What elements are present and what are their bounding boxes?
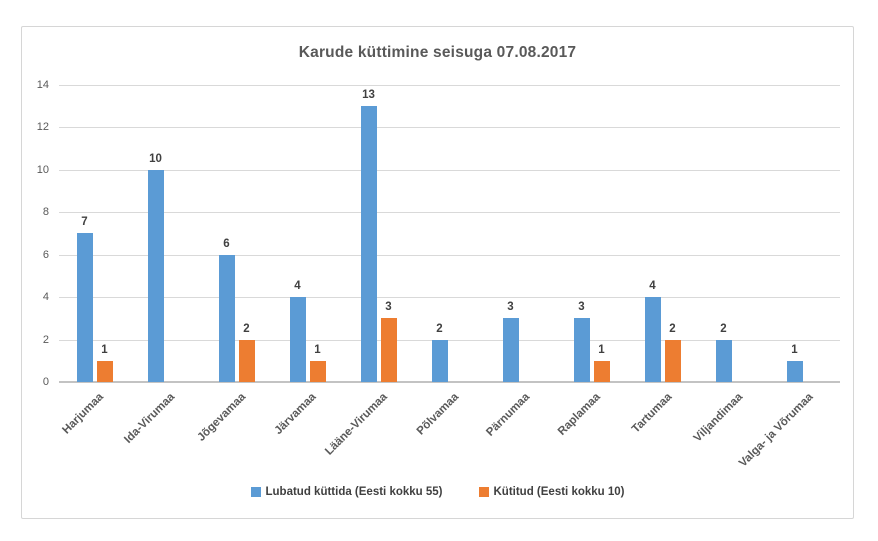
- data-label: 2: [436, 323, 443, 335]
- data-label: 1: [314, 344, 321, 356]
- y-axis-tick-label: 14: [36, 79, 49, 91]
- legend-label: Lubatud küttida (Eesti kokku 55): [265, 486, 443, 498]
- data-label: 6: [223, 238, 230, 250]
- chart-title: Karude küttimine seisuga 07.08.2017: [298, 44, 577, 61]
- chart-frame: Karude küttimine seisuga 07.08.2017 0 2 4 6…: [21, 26, 854, 519]
- bar-lubatud-3: [218, 255, 235, 382]
- bar-lubatud-11: [786, 361, 803, 382]
- legend-swatch-icon: [478, 487, 489, 497]
- bar-lubatud-1: [76, 233, 93, 382]
- plot-area: 0 2 4 6 8 10 12 14 7 1 Harjumaa 10 Ida-Virumaa 6 2 Jõge…: [22, 27, 853, 518]
- bar-kutitud-8: [593, 361, 610, 382]
- x-axis-category-label: Põlvamaa: [414, 391, 461, 438]
- x-axis-category-label: Tartumaa: [629, 391, 674, 436]
- data-label: 3: [385, 301, 392, 313]
- data-label: 7: [81, 216, 88, 228]
- legend-label: Kütitud (Eesti kokku 10): [493, 486, 625, 498]
- gridline: [59, 85, 840, 86]
- y-axis-tick-label: 8: [42, 206, 49, 219]
- data-label: 2: [669, 323, 676, 335]
- x-axis-category-label: Lääne-Virumaa: [323, 391, 390, 458]
- data-label: 1: [101, 344, 108, 356]
- y-axis-tick-label: 10: [36, 163, 49, 176]
- y-axis-tick-label: 6: [42, 248, 49, 261]
- gridline: [59, 212, 840, 214]
- bar-lubatud-2: [147, 170, 164, 382]
- data-label: 13: [362, 89, 375, 101]
- bar-kutitud-5: [380, 318, 397, 382]
- bar-lubatud-8: [573, 318, 590, 382]
- gridline: [59, 127, 840, 129]
- data-label: 3: [578, 301, 585, 313]
- bar-kutitud-1: [96, 361, 113, 382]
- bar-kutitud-4: [309, 361, 326, 382]
- y-axis-tick-label: 2: [42, 333, 49, 346]
- legend-swatch-icon: [250, 487, 261, 497]
- x-axis-category-label: Harjumaa: [60, 391, 106, 437]
- x-axis-category-label: Viljandimaa: [691, 391, 745, 445]
- x-axis-category-label: Valga- ja Võrumaa: [737, 391, 816, 470]
- data-label: 1: [598, 344, 605, 356]
- x-axis-category-label: Järvamaa: [272, 391, 319, 438]
- bar-lubatud-5: [360, 106, 377, 382]
- data-label: 3: [507, 301, 514, 313]
- gridline: [59, 339, 840, 341]
- gridline: [59, 169, 840, 171]
- y-axis-tick-label: 4: [42, 291, 49, 304]
- y-axis-tick-label: 0: [42, 376, 49, 388]
- x-axis-line: [59, 381, 840, 383]
- x-axis-category-label: Pärnumaa: [484, 391, 532, 439]
- gridline: [59, 297, 840, 299]
- bar-lubatud-4: [289, 297, 306, 382]
- legend: Lubatud küttida (Eesti kokku 55) Kütitud …: [22, 486, 853, 498]
- x-axis-category-label: Ida-Virumaa: [122, 391, 177, 446]
- x-axis-category-label: Jõgevamaa: [195, 391, 248, 444]
- gridline: [59, 254, 840, 256]
- data-label: 4: [649, 280, 656, 292]
- x-axis-category-label: Raplamaa: [556, 391, 603, 438]
- bar-lubatud-9: [644, 297, 661, 382]
- bar-lubatud-7: [502, 318, 519, 382]
- bar-lubatud-10: [715, 340, 732, 382]
- y-axis-tick-label: 12: [36, 121, 49, 134]
- data-label: 2: [720, 323, 727, 335]
- bar-lubatud-6: [431, 340, 448, 382]
- data-label: 10: [149, 153, 162, 165]
- legend-item-lubatud: Lubatud küttida (Eesti kokku 55): [250, 486, 443, 498]
- bar-kutitud-3: [238, 340, 255, 382]
- data-label: 2: [243, 323, 250, 335]
- bar-kutitud-9: [664, 340, 681, 382]
- data-label: 1: [791, 344, 798, 356]
- data-label: 4: [294, 280, 301, 292]
- legend-item-kutitud: Kütitud (Eesti kokku 10): [478, 486, 625, 498]
